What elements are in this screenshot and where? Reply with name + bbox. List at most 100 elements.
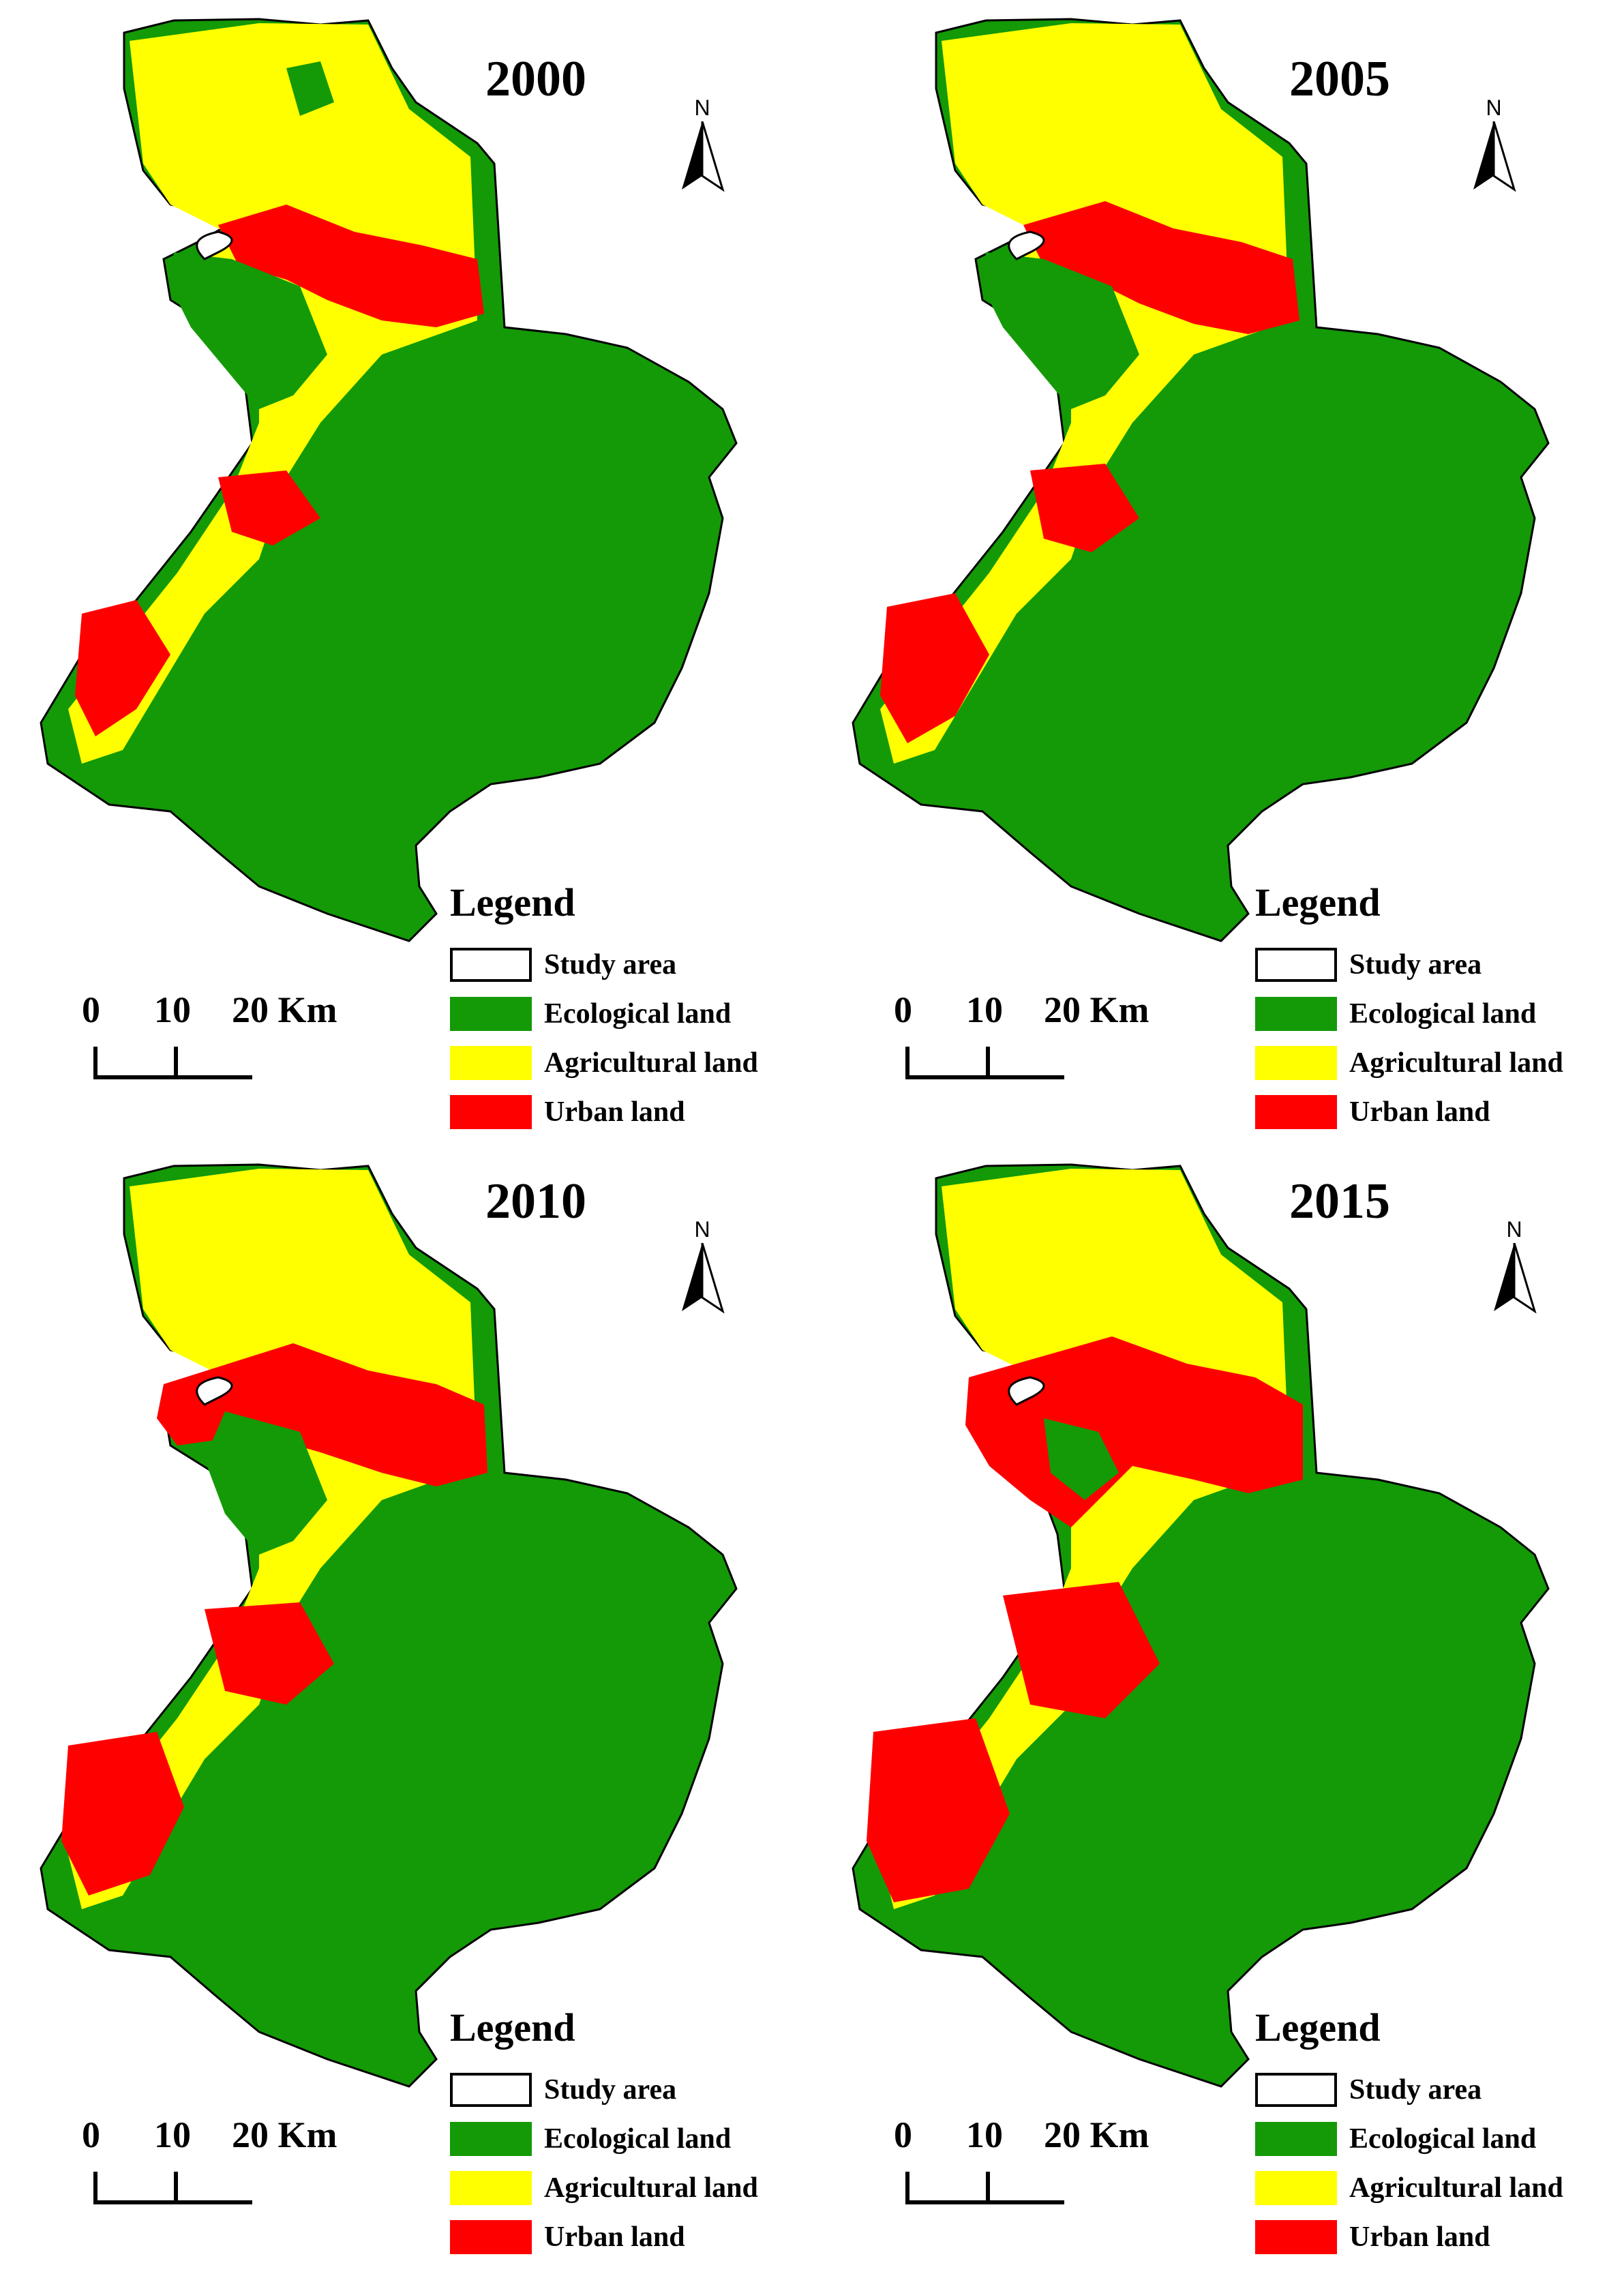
legend-label: Ecological land <box>544 2123 732 2155</box>
scale-tick: 10 <box>966 2114 1003 2155</box>
year-title: 2010 <box>485 1173 586 1229</box>
legend-title: Legend <box>450 880 575 925</box>
legend-swatch <box>450 2220 532 2254</box>
legend-swatch <box>1255 2073 1337 2107</box>
legend-item-study-area: Study area <box>450 940 832 989</box>
scale-tick: 0 <box>82 2114 100 2155</box>
legend-label: Ecological land <box>1349 2123 1537 2155</box>
legend-label: Agricultural land <box>1349 2172 1563 2204</box>
legend-label: Urban land <box>1349 1096 1490 1128</box>
legend-label: Urban land <box>544 2221 685 2253</box>
legend-swatch <box>450 1046 532 1080</box>
scale-bar: 0 10 20 Km <box>887 2114 1173 2230</box>
land-use-map <box>852 18 1550 942</box>
legend-item-ecological: Ecological land <box>1255 989 1624 1038</box>
legend-item-urban: Urban land <box>1255 2213 1624 2262</box>
scale-tick: 0 <box>82 989 100 1030</box>
map-panel-2010: 2010 N 0 10 20 Km Legend Study area Ecol… <box>0 1146 812 2291</box>
legend-item-agricultural: Agricultural land <box>1255 2163 1624 2213</box>
scale-tick: 20 Km <box>1044 2114 1149 2155</box>
legend-swatch <box>450 1095 532 1129</box>
legend: Legend Study area Ecological land Agricu… <box>1255 880 1624 1137</box>
legend-swatch <box>1255 2122 1337 2156</box>
scale-tick: 10 <box>154 2114 191 2155</box>
legend-item-ecological: Ecological land <box>1255 2114 1624 2163</box>
legend-swatch <box>450 2171 532 2205</box>
scale-bar-line <box>905 1047 1064 1079</box>
legend-label: Agricultural land <box>1349 1047 1563 1079</box>
legend-label: Urban land <box>1349 2221 1490 2253</box>
year-title: 2015 <box>1289 1173 1390 1229</box>
land-use-map <box>40 1163 738 2088</box>
legend-item-study-area: Study area <box>450 2065 832 2114</box>
map-panel-2005: 2005 N 0 10 20 Km Legend Study area Ecol… <box>812 0 1624 1146</box>
scale-tick: 0 <box>894 989 912 1030</box>
north-arrow-icon <box>1494 1243 1537 1314</box>
legend-label: Study area <box>544 2074 677 2106</box>
north-arrow: N <box>675 95 730 205</box>
legend-label: Agricultural land <box>544 2172 758 2204</box>
legend-title: Legend <box>1255 880 1381 925</box>
legend-item-study-area: Study area <box>1255 2065 1624 2114</box>
legend: Legend Study area Ecological land Agricu… <box>450 2005 832 2262</box>
legend-label: Ecological land <box>544 998 732 1030</box>
north-label: N <box>694 1217 710 1242</box>
map-panel-2000: 2000 N 0 10 20 Km Legend Study area Ecol… <box>0 0 812 1146</box>
scale-bar-line <box>93 2172 252 2204</box>
north-arrow: N <box>675 1217 730 1326</box>
legend-title: Legend <box>1255 2005 1381 2050</box>
legend-item-urban: Urban land <box>1255 1088 1624 1137</box>
legend-item-agricultural: Agricultural land <box>1255 1038 1624 1088</box>
legend-label: Ecological land <box>1349 998 1537 1030</box>
legend-item-ecological: Ecological land <box>450 2114 832 2163</box>
legend-swatch <box>1255 2171 1337 2205</box>
legend-label: Agricultural land <box>544 1047 758 1079</box>
legend-swatch <box>1255 948 1337 982</box>
legend: Legend Study area Ecological land Agricu… <box>450 880 832 1137</box>
north-arrow-icon <box>682 121 725 192</box>
north-label: N <box>1506 1217 1522 1242</box>
scale-tick: 0 <box>894 2114 912 2155</box>
legend-item-ecological: Ecological land <box>450 989 832 1038</box>
legend-swatch <box>450 997 532 1031</box>
scale-bar: 0 10 20 Km <box>887 989 1173 1105</box>
scale-tick: 20 Km <box>1044 989 1149 1030</box>
legend-item-agricultural: Agricultural land <box>450 2163 832 2213</box>
legend-title: Legend <box>450 2005 575 2050</box>
north-arrow-icon <box>1473 121 1516 192</box>
scale-tick: 10 <box>966 989 1003 1030</box>
legend-swatch <box>1255 1095 1337 1129</box>
north-arrow: N <box>1467 95 1521 205</box>
year-title: 2000 <box>485 51 586 107</box>
north-arrow: N <box>1487 1217 1542 1326</box>
land-use-map <box>852 1163 1550 2088</box>
legend-swatch <box>1255 997 1337 1031</box>
legend-item-urban: Urban land <box>450 2213 832 2262</box>
legend-label: Study area <box>1349 2074 1482 2106</box>
scale-bar: 0 10 20 Km <box>75 2114 361 2230</box>
legend: Legend Study area Ecological land Agricu… <box>1255 2005 1624 2262</box>
legend-swatch <box>450 2073 532 2107</box>
legend-item-agricultural: Agricultural land <box>450 1038 832 1088</box>
scale-tick: 10 <box>154 989 191 1030</box>
legend-item-study-area: Study area <box>1255 940 1624 989</box>
legend-swatch <box>1255 1046 1337 1080</box>
north-label: N <box>1486 95 1502 120</box>
legend-label: Study area <box>1349 949 1482 980</box>
map-panel-2015: 2015 N 0 10 20 Km Legend Study area Ecol… <box>812 1146 1624 2291</box>
scale-bar-line <box>93 1047 252 1079</box>
land-use-map <box>40 18 738 942</box>
legend-label: Study area <box>544 949 677 980</box>
year-title: 2005 <box>1289 51 1390 107</box>
scale-bar: 0 10 20 Km <box>75 989 361 1105</box>
scale-bar-line <box>905 2172 1064 2204</box>
north-label: N <box>694 95 710 120</box>
legend-item-urban: Urban land <box>450 1088 832 1137</box>
legend-swatch <box>1255 2220 1337 2254</box>
legend-label: Urban land <box>544 1096 685 1128</box>
scale-tick: 20 Km <box>232 989 337 1030</box>
scale-tick: 20 Km <box>232 2114 337 2155</box>
north-arrow-icon <box>682 1243 725 1314</box>
legend-swatch <box>450 2122 532 2156</box>
legend-swatch <box>450 948 532 982</box>
